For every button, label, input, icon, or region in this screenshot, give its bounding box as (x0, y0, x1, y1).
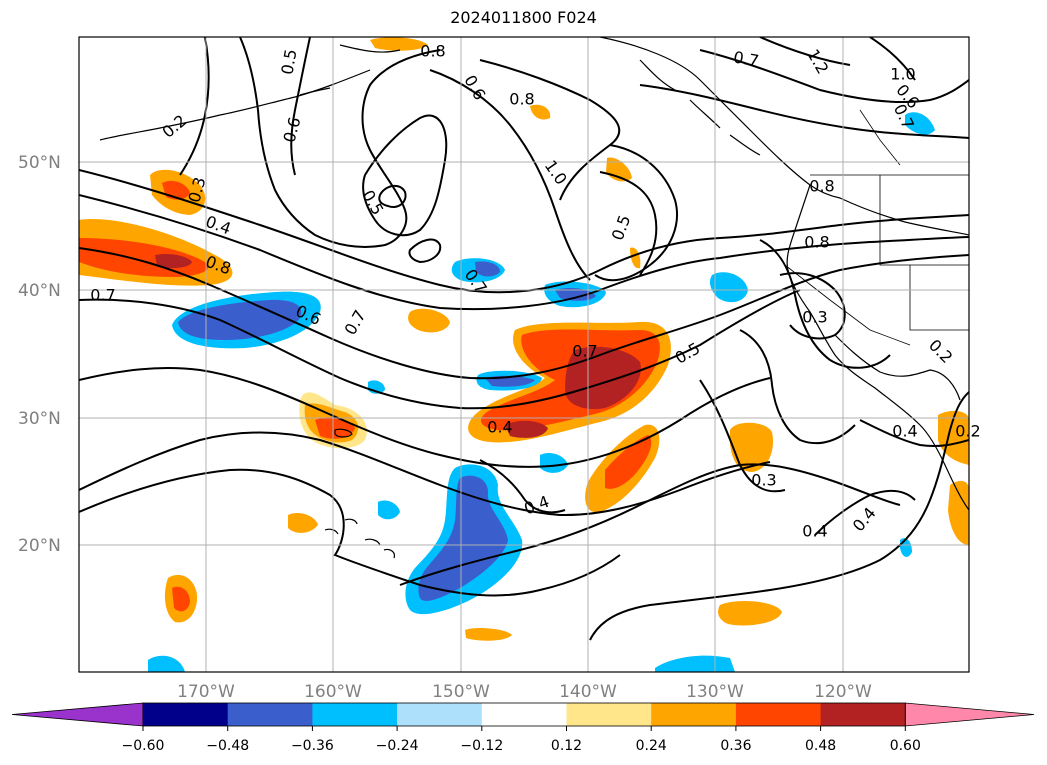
contour-label: 0.5 (277, 48, 300, 76)
contour-label: 0.8 (420, 42, 445, 61)
contour-label: 0.3 (751, 471, 776, 490)
colorbar-tick-label: 0.12 (551, 738, 582, 754)
contour-label: 0.2 (955, 422, 980, 441)
map-frame (78, 36, 970, 673)
lon-label: 150°W (432, 682, 490, 702)
political-borders (784, 109, 969, 346)
colorbar-tick-label: −0.60 (122, 738, 165, 754)
lon-label: 130°W (686, 682, 744, 702)
lat-label: 50°N (18, 153, 61, 173)
contour-label: 0.3 (802, 308, 827, 327)
contour-label: 0.7 (732, 47, 760, 70)
contour-labels: 0.80.50.2 0.60.30.40.80.70.6 0.70.50.70.6 0… (90, 42, 980, 541)
contour-lines (79, 37, 969, 641)
colorbar-segment (820, 703, 906, 726)
colorbar-segment (481, 703, 567, 726)
coastlines (99, 37, 969, 559)
colorbar-segment (566, 703, 652, 726)
map-plot-area (79, 37, 969, 672)
colorbar-tick-label: −0.36 (291, 738, 334, 754)
graticule (79, 37, 969, 672)
lon-label: 140°W (559, 682, 617, 702)
contour-label: 0.8 (809, 177, 834, 196)
lat-label: 30°N (18, 409, 61, 429)
colorbar-segment (735, 703, 822, 726)
contour-label: 0.4 (487, 418, 512, 437)
contour-label: 0.8 (804, 233, 829, 252)
colorbar-segment (651, 703, 737, 726)
colorbar-tick-label: −0.12 (460, 738, 503, 754)
colorbar-tick-label: 0.60 (890, 738, 921, 754)
colorbar-segment (312, 703, 398, 726)
colorbar-segment (143, 703, 229, 726)
contour-label: 0.7 (572, 342, 597, 361)
colorbar-tick-label: 0.36 (720, 738, 751, 754)
colorbar-tick-label: −0.48 (206, 738, 249, 754)
lon-label: 170°W (177, 682, 235, 702)
contour-label: 0.7 (90, 286, 115, 305)
colorbar-tick-label: −0.24 (376, 738, 419, 754)
colorbar-tick-label: 0.48 (805, 738, 836, 754)
lat-label: 40°N (18, 281, 61, 301)
lon-label: 120°W (814, 682, 872, 702)
latitude-labels: 50°N 40°N 30°N 20°N (18, 153, 61, 556)
lon-label: 160°W (304, 682, 362, 702)
longitude-labels: 170°W 160°W 150°W 140°W 130°W 120°W (177, 682, 872, 702)
colorbar-segment (397, 703, 483, 726)
colorbar: −0.60 −0.48 −0.36 −0.24 −0.12 0.12 0.24 0.36 0.4… (11, 702, 1035, 754)
map-title: 2024011800 F024 (450, 8, 597, 27)
contour-label: 0.8 (509, 90, 534, 109)
contour-label: 0.4 (892, 422, 917, 441)
lat-label: 20°N (18, 536, 61, 556)
colorbar-outline (142, 702, 906, 727)
colorbar-segment (227, 703, 313, 726)
colorbar-extend-low (11, 702, 144, 727)
colorbar-tick-label: 0.24 (636, 738, 667, 754)
colorbar-extend-high (904, 702, 1035, 727)
contour-label: 0.4 (802, 522, 827, 541)
contour-label: 1.0 (890, 65, 915, 84)
